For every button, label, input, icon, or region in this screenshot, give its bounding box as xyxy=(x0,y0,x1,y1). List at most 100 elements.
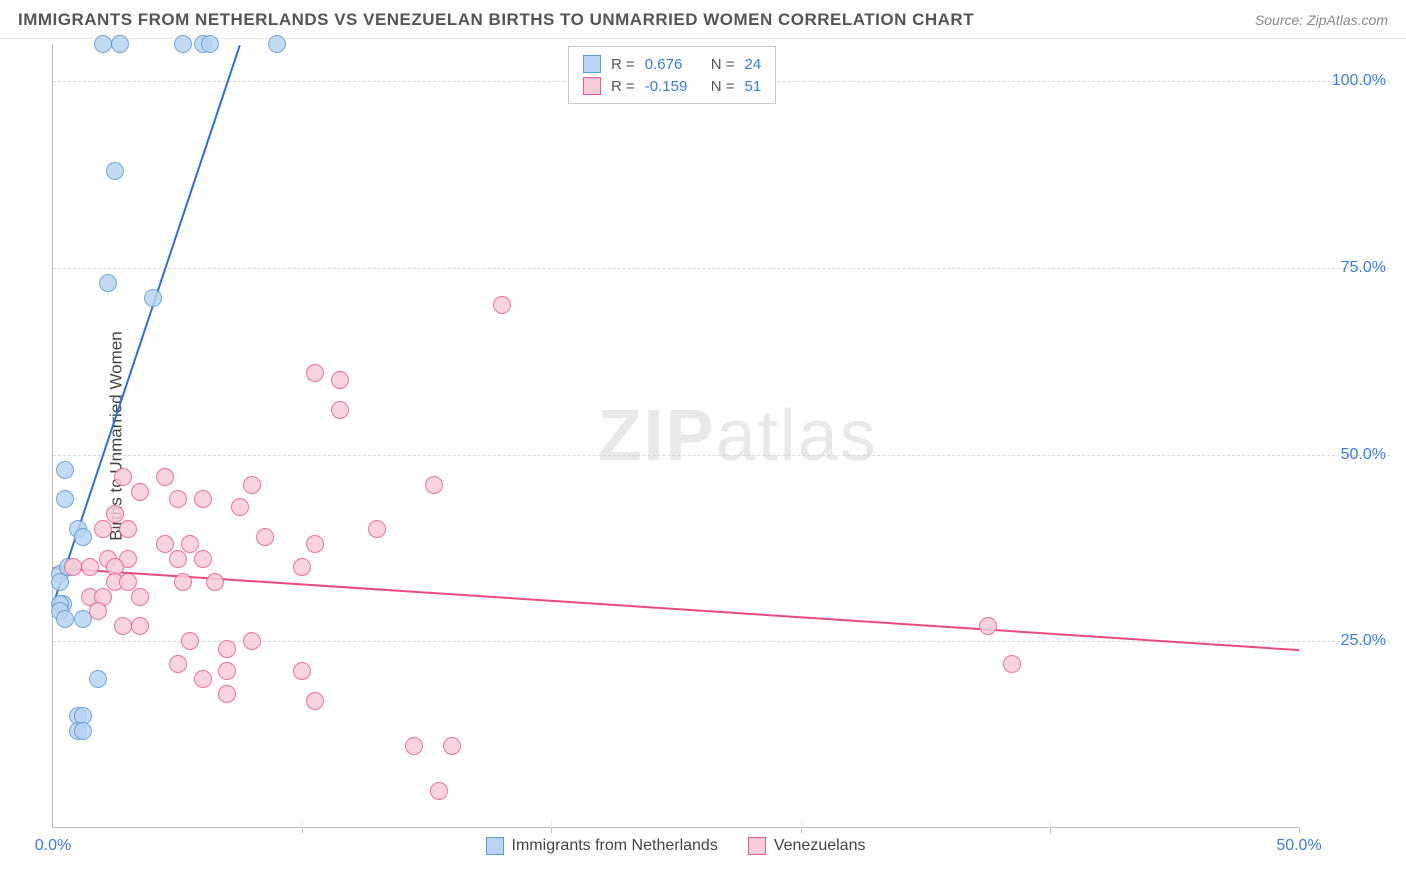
scatter-point xyxy=(131,588,149,606)
xtick-label: 0.0% xyxy=(35,837,71,855)
scatter-point xyxy=(425,476,443,494)
scatter-point xyxy=(181,535,199,553)
scatter-point xyxy=(56,490,74,508)
scatter-point xyxy=(174,35,192,53)
legend-row: R = 0.676 N = 24 xyxy=(583,53,761,75)
scatter-point xyxy=(368,520,386,538)
gridline-vertical xyxy=(801,820,802,828)
legend-swatch xyxy=(748,837,766,855)
series-legend-item: Venezuelans xyxy=(748,837,866,855)
scatter-point xyxy=(169,655,187,673)
scatter-point xyxy=(119,573,137,591)
legend-n-label: N = xyxy=(711,56,735,73)
scatter-point xyxy=(293,558,311,576)
legend-n-label: N = xyxy=(711,78,735,95)
chart-title: IMMIGRANTS FROM NETHERLANDS VS VENEZUELA… xyxy=(18,10,974,30)
scatter-point xyxy=(114,617,132,635)
correlation-legend: R = 0.676 N = 24 R = -0.159 N = 51 xyxy=(568,46,776,104)
scatter-point xyxy=(306,364,324,382)
legend-r-label: R = xyxy=(611,78,635,95)
gridline-horizontal xyxy=(53,455,1390,456)
scatter-point xyxy=(56,461,74,479)
series-legend-item: Immigrants from Netherlands xyxy=(486,837,718,855)
scatter-point xyxy=(144,289,162,307)
legend-row: R = -0.159 N = 51 xyxy=(583,75,761,97)
scatter-point xyxy=(293,662,311,680)
scatter-point xyxy=(56,610,74,628)
gridline-vertical xyxy=(551,820,552,828)
chart-source: Source: ZipAtlas.com xyxy=(1255,12,1388,28)
scatter-point xyxy=(114,468,132,486)
legend-r-label: R = xyxy=(611,56,635,73)
trend-line xyxy=(53,567,1299,651)
scatter-point xyxy=(331,401,349,419)
legend-r-value: -0.159 xyxy=(645,78,701,95)
gridline-vertical xyxy=(1050,820,1051,828)
legend-n-value: 24 xyxy=(745,56,762,73)
scatter-point xyxy=(306,535,324,553)
scatter-point xyxy=(174,573,192,591)
scatter-point xyxy=(89,602,107,620)
series-legend-label: Venezuelans xyxy=(774,837,866,855)
scatter-point xyxy=(405,737,423,755)
ytick-label: 50.0% xyxy=(1306,446,1386,464)
scatter-point xyxy=(94,520,112,538)
scatter-point xyxy=(331,371,349,389)
ytick-label: 25.0% xyxy=(1306,632,1386,650)
scatter-point xyxy=(979,617,997,635)
scatter-point xyxy=(156,535,174,553)
chart-area: Births to Unmarried Women ZIPatlas 25.0%… xyxy=(52,44,1390,828)
scatter-point xyxy=(131,483,149,501)
scatter-point xyxy=(119,520,137,538)
scatter-point xyxy=(268,35,286,53)
scatter-point xyxy=(430,782,448,800)
ytick-label: 100.0% xyxy=(1306,72,1386,90)
legend-swatch xyxy=(583,55,601,73)
scatter-point xyxy=(243,632,261,650)
scatter-point xyxy=(194,670,212,688)
scatter-point xyxy=(169,550,187,568)
scatter-point xyxy=(218,685,236,703)
xtick-mark xyxy=(1299,827,1300,833)
legend-r-value: 0.676 xyxy=(645,56,701,73)
scatter-point xyxy=(206,573,224,591)
gridline-vertical xyxy=(302,820,303,828)
scatter-point xyxy=(231,498,249,516)
scatter-point xyxy=(256,528,274,546)
legend-n-value: 51 xyxy=(745,78,762,95)
scatter-point xyxy=(306,692,324,710)
scatter-point xyxy=(156,468,174,486)
scatter-point xyxy=(218,662,236,680)
scatter-point xyxy=(201,35,219,53)
xtick-label: 50.0% xyxy=(1276,837,1321,855)
scatter-point xyxy=(111,35,129,53)
scatter-point xyxy=(194,550,212,568)
scatter-point xyxy=(493,296,511,314)
scatter-point xyxy=(181,632,199,650)
scatter-point xyxy=(443,737,461,755)
scatter-point xyxy=(243,476,261,494)
chart-header: IMMIGRANTS FROM NETHERLANDS VS VENEZUELA… xyxy=(0,0,1406,39)
scatter-point xyxy=(131,617,149,635)
series-legend-label: Immigrants from Netherlands xyxy=(512,837,718,855)
scatter-point xyxy=(99,274,117,292)
scatter-point xyxy=(218,640,236,658)
gridline-horizontal xyxy=(53,268,1390,269)
scatter-point xyxy=(74,528,92,546)
scatter-point xyxy=(194,490,212,508)
scatter-point xyxy=(106,505,124,523)
scatter-plot: ZIPatlas 25.0%50.0%75.0%100.0%0.0%50.0%R… xyxy=(52,44,1298,828)
legend-swatch xyxy=(486,837,504,855)
scatter-point xyxy=(1003,655,1021,673)
series-legend: Immigrants from Netherlands Venezuelans xyxy=(486,837,866,855)
scatter-point xyxy=(94,35,112,53)
legend-swatch xyxy=(583,77,601,95)
watermark: ZIPatlas xyxy=(598,395,878,477)
scatter-point xyxy=(89,670,107,688)
ytick-label: 75.0% xyxy=(1306,259,1386,277)
scatter-point xyxy=(81,558,99,576)
scatter-point xyxy=(106,162,124,180)
scatter-point xyxy=(64,558,82,576)
scatter-point xyxy=(169,490,187,508)
scatter-point xyxy=(74,722,92,740)
